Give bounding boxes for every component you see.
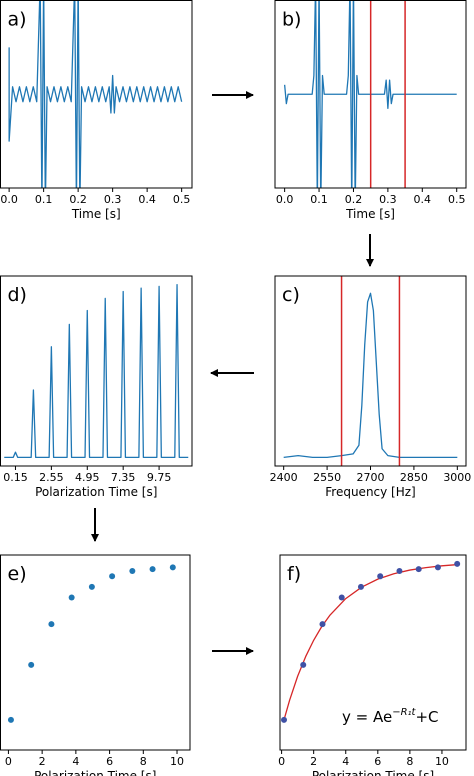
x-tick-label: 0.5 bbox=[448, 193, 466, 206]
data-point bbox=[396, 567, 403, 574]
data-point bbox=[7, 716, 14, 723]
x-axis-label: Time [s] bbox=[345, 207, 395, 221]
panel-label: d) bbox=[8, 284, 27, 306]
x-tick-label: 2 bbox=[39, 755, 46, 768]
x-tick-label: 0 bbox=[5, 755, 12, 768]
signal-line bbox=[283, 292, 458, 459]
axes-frame bbox=[0, 554, 191, 751]
data-point bbox=[454, 560, 461, 567]
plot-area bbox=[8, 0, 183, 188]
x-tick-label: 4 bbox=[72, 755, 79, 768]
data-point bbox=[377, 573, 384, 580]
x-tick-label: 8 bbox=[140, 755, 147, 768]
x-tick-label: 0.15 bbox=[3, 471, 28, 484]
x-tick-label: 0.0 bbox=[0, 193, 18, 206]
x-tick-label: 0.0 bbox=[276, 193, 294, 206]
x-tick-label: 8 bbox=[406, 755, 413, 768]
data-point bbox=[338, 594, 345, 601]
x-tick-label: 6 bbox=[106, 755, 113, 768]
x-tick-label: 0.4 bbox=[414, 193, 432, 206]
x-axis-label: Time [s] bbox=[71, 207, 121, 221]
axes-frame bbox=[0, 0, 193, 189]
data-point bbox=[28, 661, 35, 668]
plot-area bbox=[7, 561, 196, 723]
axes-frame bbox=[274, 275, 467, 467]
panel: 2400 2550 2700 2850 3000 Frequency [Hz] c) bbox=[270, 275, 471, 499]
data-point bbox=[434, 564, 441, 571]
data-point bbox=[88, 583, 95, 590]
x-tick-label: 0.5 bbox=[173, 193, 191, 206]
x-tick-label: 0.3 bbox=[379, 193, 397, 206]
x-tick-label: 4 bbox=[342, 755, 349, 768]
x-tick-label: 2850 bbox=[400, 471, 428, 484]
axes-frame bbox=[279, 554, 467, 751]
x-tick-label: 0.1 bbox=[310, 193, 328, 206]
x-axis-label: Polarization Time [s] bbox=[35, 485, 157, 499]
fit-curve bbox=[283, 563, 459, 721]
plot-area bbox=[281, 560, 461, 723]
panel: 0.0 0.1 0.2 0.3 0.4 0.5 Time [s] a) bbox=[0, 0, 193, 221]
panel-label: b) bbox=[282, 9, 301, 31]
plot-area bbox=[283, 0, 457, 188]
x-tick-label: 10 bbox=[170, 755, 184, 768]
x-axis-label: Frequency [Hz] bbox=[325, 485, 416, 499]
x-tick-label: 2400 bbox=[270, 471, 298, 484]
x-tick-label: 0.2 bbox=[69, 193, 87, 206]
data-point bbox=[48, 621, 55, 628]
x-tick-label: 0.4 bbox=[138, 193, 156, 206]
signal-line bbox=[283, 0, 457, 188]
x-tick-label: 0.1 bbox=[35, 193, 53, 206]
axes-frame bbox=[0, 275, 193, 467]
data-point bbox=[319, 621, 326, 628]
data-point bbox=[68, 594, 75, 601]
plot-area bbox=[4, 283, 189, 459]
x-tick-label: 0.3 bbox=[104, 193, 122, 206]
panel-label: f) bbox=[287, 563, 301, 585]
data-point bbox=[169, 564, 176, 571]
panel: 0.0 0.1 0.2 0.3 0.4 0.5 Time [s] b) bbox=[274, 0, 467, 221]
x-tick-label: 2550 bbox=[313, 471, 341, 484]
x-tick-label: 10 bbox=[435, 755, 449, 768]
signal-line bbox=[8, 0, 183, 188]
x-tick-label: 0 bbox=[278, 755, 285, 768]
x-tick-label: 6 bbox=[374, 755, 381, 768]
x-tick-label: 2 bbox=[310, 755, 317, 768]
data-point bbox=[190, 561, 196, 567]
x-axis-label: Polarization Time [s] bbox=[312, 769, 434, 776]
panel-label: a) bbox=[8, 9, 27, 31]
signal-line bbox=[4, 283, 189, 459]
data-point bbox=[281, 716, 288, 723]
panel: 0 2 4 6 8 10 Polarization Time [s] e) bbox=[0, 554, 196, 776]
panel-label: e) bbox=[8, 563, 27, 585]
equation: y = Ae−R₁t+C bbox=[342, 707, 439, 726]
x-tick-label: 3000 bbox=[443, 471, 471, 484]
x-tick-label: 2.55 bbox=[39, 471, 64, 484]
equation-tail: +C bbox=[415, 708, 438, 726]
equation-exponent: −R₁t bbox=[392, 707, 416, 718]
data-point bbox=[109, 573, 116, 580]
plot-area bbox=[283, 276, 458, 466]
panel-label: c) bbox=[282, 284, 300, 306]
data-point bbox=[149, 566, 156, 573]
equation-base: y = Ae bbox=[342, 708, 392, 726]
x-tick-label: 9.75 bbox=[147, 471, 172, 484]
x-tick-label: 4.95 bbox=[75, 471, 100, 484]
data-point bbox=[129, 567, 136, 574]
x-axis-label: Polarization Time [s] bbox=[34, 769, 156, 776]
data-point bbox=[300, 661, 307, 668]
x-tick-label: 2700 bbox=[357, 471, 385, 484]
data-point bbox=[415, 566, 422, 573]
data-point bbox=[357, 583, 364, 590]
x-tick-label: 7.35 bbox=[111, 471, 136, 484]
x-tick-label: 0.2 bbox=[345, 193, 363, 206]
axes-frame bbox=[274, 0, 467, 189]
